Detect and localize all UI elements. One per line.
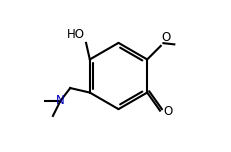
Text: O: O	[164, 105, 173, 118]
Text: O: O	[161, 31, 171, 44]
Text: HO: HO	[67, 28, 85, 41]
Text: N: N	[56, 94, 65, 107]
